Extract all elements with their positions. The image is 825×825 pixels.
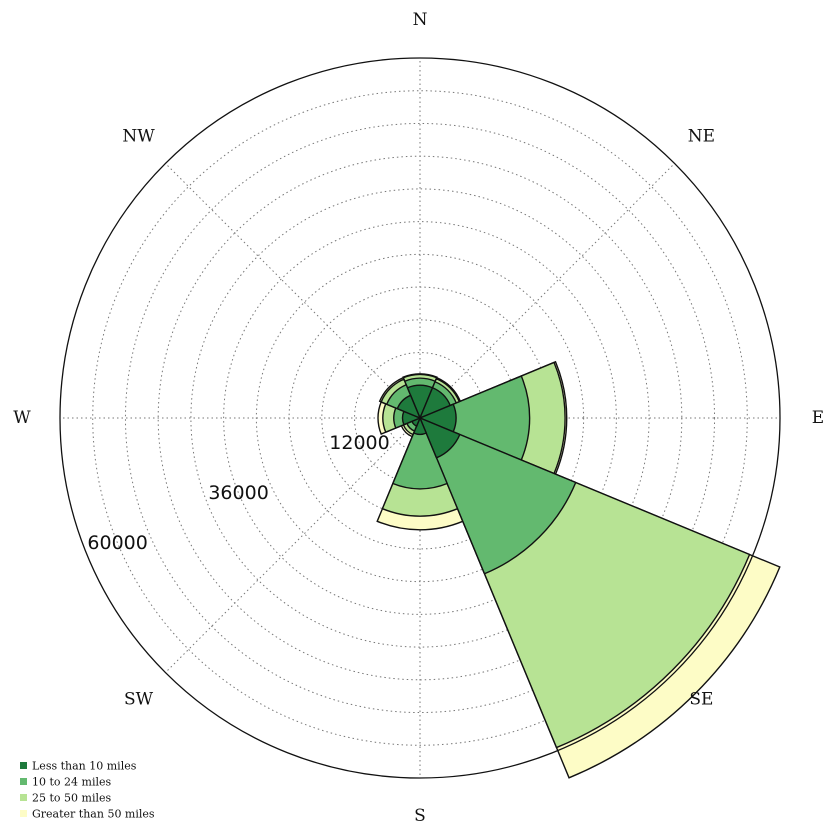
direction-label-n: N [413, 10, 428, 30]
legend-swatch [20, 778, 27, 785]
legend-label: 25 to 50 miles [32, 792, 112, 805]
polar-grid [60, 58, 780, 778]
grid-ring [190, 188, 650, 648]
wedge-nw-series-1 [396, 394, 422, 420]
direction-label-e: E [812, 408, 824, 428]
wedge-s-series-1 [412, 416, 428, 436]
grid-spoke [419, 163, 675, 419]
grid-ring [223, 221, 617, 615]
legend-label: Greater than 50 miles [32, 808, 155, 821]
outer-boundary [59, 57, 781, 779]
radial-tick-label: 60000 [87, 532, 147, 554]
grid-spoke [165, 417, 421, 673]
legend-swatch [20, 794, 27, 801]
legend-label: 10 to 24 miles [32, 776, 112, 789]
legend-swatch [20, 810, 27, 817]
radial-tick-labels: 12000 36000 60000 [87, 432, 389, 554]
wedge-se-series-2 [418, 416, 577, 575]
grid-spoke [165, 163, 421, 419]
radial-tick-label: 36000 [208, 482, 268, 504]
direction-label-nw: NW [122, 127, 155, 147]
grid-ring [255, 253, 585, 583]
legend: Less than 10 miles 10 to 24 miles 25 to 50… [20, 760, 155, 821]
legend-swatch [20, 762, 27, 769]
grid-ring [124, 122, 716, 714]
direction-label-ne: NE [688, 127, 715, 147]
direction-label-s: S [414, 806, 426, 825]
direction-label-w: W [13, 408, 31, 428]
direction-label-sw: SW [124, 689, 154, 709]
wedges [376, 360, 781, 779]
radial-tick-label: 12000 [329, 432, 389, 454]
direction-label-se: SE [689, 689, 713, 709]
legend-label: Less than 10 miles [32, 760, 137, 773]
wedge-e-series-2 [418, 375, 531, 461]
wedge-s-series-2 [391, 416, 449, 490]
grid-ring [92, 90, 748, 746]
direction-labels: N NE E SE S SW W NW [13, 10, 824, 825]
wedge-se-series-1 [418, 416, 461, 459]
